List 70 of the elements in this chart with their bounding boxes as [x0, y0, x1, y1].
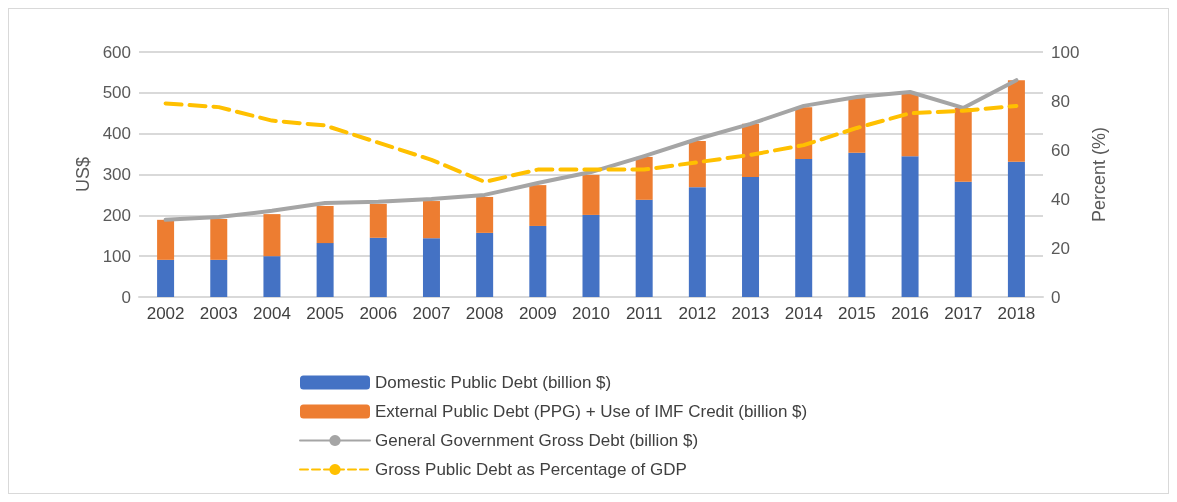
bar: [954, 181, 972, 297]
bar: [688, 187, 706, 297]
y-tick-label: 200: [102, 205, 131, 225]
legend-label: General Government Gross Debt (billion $): [375, 431, 699, 450]
y2-tick-label: 100: [1051, 42, 1080, 62]
bar: [369, 237, 387, 297]
bar: [1007, 161, 1025, 297]
bar: [529, 185, 547, 226]
bar: [263, 256, 281, 297]
bar: [210, 259, 228, 297]
x-tick-label: 2002: [146, 304, 185, 323]
bar: [688, 141, 706, 188]
bar: [157, 259, 175, 297]
bar: [476, 196, 494, 233]
y-axis-title: US$: [72, 156, 93, 193]
bar: [795, 158, 813, 297]
bar: [1007, 80, 1025, 162]
legend-label: Gross Public Debt as Percentage of GDP: [375, 460, 687, 479]
x-tick-label: 2011: [625, 304, 663, 323]
y-tick-label: 600: [102, 42, 131, 62]
bar: [848, 152, 866, 297]
x-tick-label: 2004: [253, 304, 291, 323]
y-tick-label: 300: [102, 165, 131, 184]
x-tick-label: 2012: [678, 304, 717, 323]
bar: [848, 96, 866, 153]
x-tick-label: 2013: [731, 304, 770, 323]
y2-tick-label: 80: [1051, 91, 1070, 111]
x-tick-label: 2003: [199, 304, 238, 323]
y-tick-label: 100: [102, 246, 131, 266]
y-tick-label: 0: [121, 287, 131, 307]
bar: [529, 225, 547, 297]
bar: [422, 201, 440, 239]
bar: [901, 94, 919, 157]
x-tick-label: 2007: [412, 304, 451, 323]
y2-tick-label: 60: [1051, 140, 1070, 160]
line-series: [163, 78, 1019, 222]
x-tick-label: 2018: [997, 304, 1036, 323]
y-tick-label: 500: [102, 83, 131, 103]
bar: [316, 205, 334, 244]
x-tick-label: 2016: [891, 304, 929, 323]
bar: [476, 232, 494, 297]
bar: [901, 156, 919, 297]
y-tick-label: 400: [102, 124, 131, 144]
bar: [635, 199, 653, 297]
x-tick-label: 2005: [306, 304, 345, 323]
x-tick-label: 2017: [944, 304, 983, 323]
bar: [210, 219, 228, 260]
x-tick-label: 2008: [465, 304, 504, 323]
bar: [316, 243, 334, 297]
legend-label: Domestic Public Debt (billion $): [375, 373, 612, 392]
y2-tick-label: 0: [1051, 287, 1061, 307]
y2-tick-label: 40: [1051, 189, 1070, 209]
legend-label: External Public Debt (PPG) + Use of IMF Credit (billion $): [375, 402, 808, 421]
x-tick-label: 2015: [837, 304, 876, 323]
bar: [582, 214, 600, 297]
x-tick-label: 2006: [359, 304, 398, 323]
bar: [157, 219, 175, 260]
y2-tick-label: 20: [1051, 238, 1070, 258]
bar: [742, 176, 760, 297]
bar: [422, 238, 440, 297]
line-series: [163, 101, 1019, 184]
x-tick-label: 2009: [518, 304, 557, 323]
x-tick-label: 2014: [784, 304, 823, 323]
bar: [582, 174, 600, 215]
x-tick-label: 2010: [572, 304, 610, 323]
bar: [369, 203, 387, 238]
bar: [954, 107, 972, 182]
bar: [263, 214, 281, 257]
bar: [742, 123, 760, 177]
y2-axis-title: Percent (%): [1089, 126, 1110, 223]
